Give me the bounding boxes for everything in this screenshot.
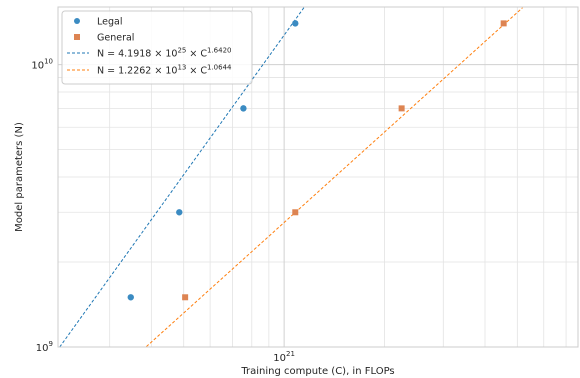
y-tick-label: 1010: [31, 58, 53, 72]
data-point-legal-1: [176, 209, 183, 216]
legend-label-fit-general: N = 1.2262 × 1013 × C1.0644: [97, 64, 232, 77]
legend-box: [61, 10, 253, 85]
y-axis-label: Model parameters (N): [14, 122, 25, 232]
y-tick-label: 109: [36, 340, 53, 354]
fit-lines: [59, 7, 523, 348]
legend-label-legal: Legal: [97, 17, 122, 28]
legend: Legal General N = 4.1918 × 1025 × C1.642…: [61, 10, 253, 85]
x-tick-label: 1021: [273, 350, 295, 364]
legend-marker-legal: [74, 18, 80, 24]
fit-line-1: [146, 7, 523, 347]
legend-label-general: General: [97, 33, 134, 44]
tick-labels: 1021 109 1010: [31, 58, 295, 364]
data-point-legal-3: [292, 20, 299, 27]
data-point-general-1: [292, 209, 299, 216]
data-point-legal-0: [127, 294, 134, 301]
data-point-general-0: [182, 294, 189, 301]
x-axis-label: Training compute (C), in FLOPs: [240, 366, 394, 377]
data-points: [127, 20, 507, 301]
data-point-legal-2: [240, 105, 247, 112]
data-point-general-2: [398, 105, 405, 112]
legend-label-fit-legal: N = 4.1918 × 1025 × C1.6420: [97, 47, 232, 60]
data-point-general-3: [500, 20, 507, 27]
legend-marker-general: [74, 34, 80, 40]
plot-frame: [57, 6, 579, 348]
